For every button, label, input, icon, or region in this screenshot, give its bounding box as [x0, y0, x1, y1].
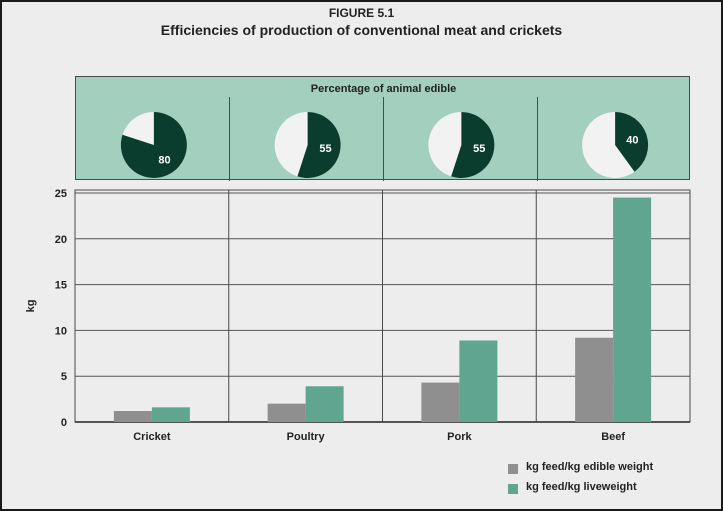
legend-swatch-live	[508, 484, 518, 494]
pie-value-label: 40	[626, 134, 638, 146]
x-tick-labels: Cricket Poultry Pork Beef	[133, 431, 625, 443]
bar-plot: 0 5 10 15 20 25 Cricket Poultry Pork Beef kg	[25, 188, 691, 443]
bar-live-pork	[459, 340, 498, 422]
legend-swatch-edible	[508, 464, 518, 474]
pie-value-label: 80	[158, 155, 170, 167]
y-tick-label: 5	[61, 371, 67, 383]
x-tick-label: Poultry	[287, 431, 326, 443]
y-tick-labels: 0 5 10 15 20 25	[55, 188, 67, 429]
pie-divider	[383, 97, 384, 181]
pie-beef: 40	[582, 112, 649, 178]
chart-title: Efficiencies of production of convention…	[160, 22, 563, 38]
bar-edible-beef	[575, 337, 614, 422]
pie-slice-edible	[297, 112, 341, 178]
x-tick-label: Cricket	[133, 431, 171, 443]
pie-slice-edible	[120, 112, 187, 178]
y-tick-label: 25	[55, 188, 67, 200]
x-tick-label: Pork	[447, 431, 472, 443]
bar-live-beef	[613, 197, 652, 422]
y-axis-label: kg	[25, 300, 37, 313]
bar-live-cricket	[151, 407, 190, 422]
pie-value-label: 55	[319, 143, 331, 155]
pie-value-label: 55	[473, 143, 485, 155]
pie-poultry: 55	[274, 112, 341, 178]
bar-edible-poultry	[267, 403, 306, 422]
bar-live-poultry	[305, 386, 344, 422]
y-tick-label: 15	[55, 280, 67, 292]
legend-label: kg feed/kg edible weight	[526, 461, 654, 473]
pie-slice-edible	[615, 112, 649, 172]
bar-edible-pork	[421, 382, 460, 422]
pie-panel-title: Percentage of animal edible	[310, 83, 457, 95]
pie-slice-edible	[451, 112, 495, 178]
pie-divider	[229, 97, 230, 181]
figure-label: FIGURE 5.1	[328, 6, 395, 20]
category-dividers	[228, 190, 537, 422]
y-tick-label: 10	[55, 325, 67, 337]
pie-divider	[537, 97, 538, 181]
y-tick-label: 0	[61, 417, 67, 429]
y-tick-label: 20	[55, 234, 67, 246]
pie-cricket: 80	[120, 112, 187, 178]
bar-edible-cricket	[113, 411, 152, 422]
bars	[113, 197, 652, 422]
pie-group: 80 55 55 40	[120, 112, 649, 178]
pie-pork: 55	[428, 112, 495, 178]
x-tick-label: Beef	[601, 431, 625, 443]
legend-label: kg feed/kg liveweight	[526, 481, 637, 493]
